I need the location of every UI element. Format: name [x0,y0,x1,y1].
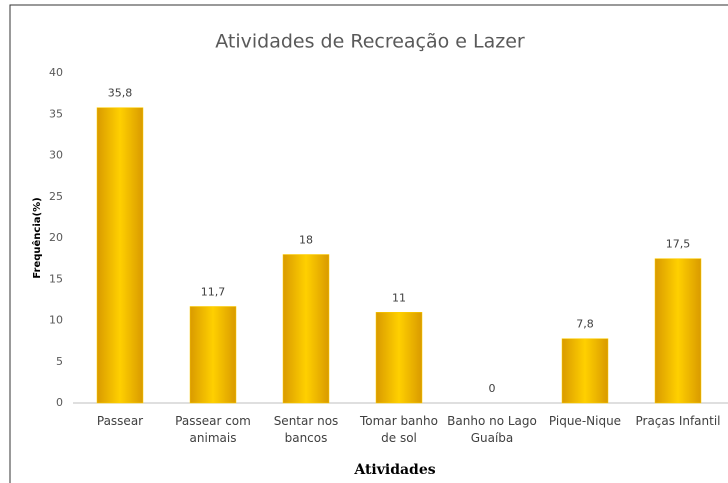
y-tick-label: 20 [49,231,63,244]
x-tick-label: Passear com animais [175,414,251,445]
y-tick-label: 15 [49,272,63,285]
bar [189,306,237,404]
y-tick-label: 30 [49,149,63,162]
bar [375,312,423,404]
data-label: 35,8 [108,87,133,100]
x-tick-label: Tomar banho de sol [360,414,438,445]
chart-title: Atividades de Recreação e Lazer [215,31,525,53]
x-tick-label: Passear [96,414,144,428]
y-tick-label: 0 [56,396,63,409]
data-label: 11 [392,291,406,304]
data-label: 18 [299,234,313,247]
data-label: 11,7 [201,285,226,298]
y-axis-label: Frequência(%) [31,197,43,278]
y-tick-label: 40 [49,66,63,79]
y-tick-label: 25 [49,190,63,203]
y-tick-label: 10 [49,314,63,327]
bar [654,258,702,404]
data-label: 17,5 [666,238,691,251]
y-tick-label: 35 [49,107,63,120]
x-axis-label: Atividades [353,462,435,478]
bar [561,338,609,404]
data-label: 7,8 [576,318,594,331]
y-tick-label: 5 [56,355,63,368]
bar [282,254,330,404]
x-tick-label: Banho no Lago Guaíba [447,414,537,445]
x-tick-label: Praças Infantil [635,414,721,428]
x-tick-label: Pique-Nique [548,414,622,428]
bar [96,107,144,404]
x-tick-label: Sentar nos bancos [273,414,339,445]
data-label: 0 [489,382,496,395]
